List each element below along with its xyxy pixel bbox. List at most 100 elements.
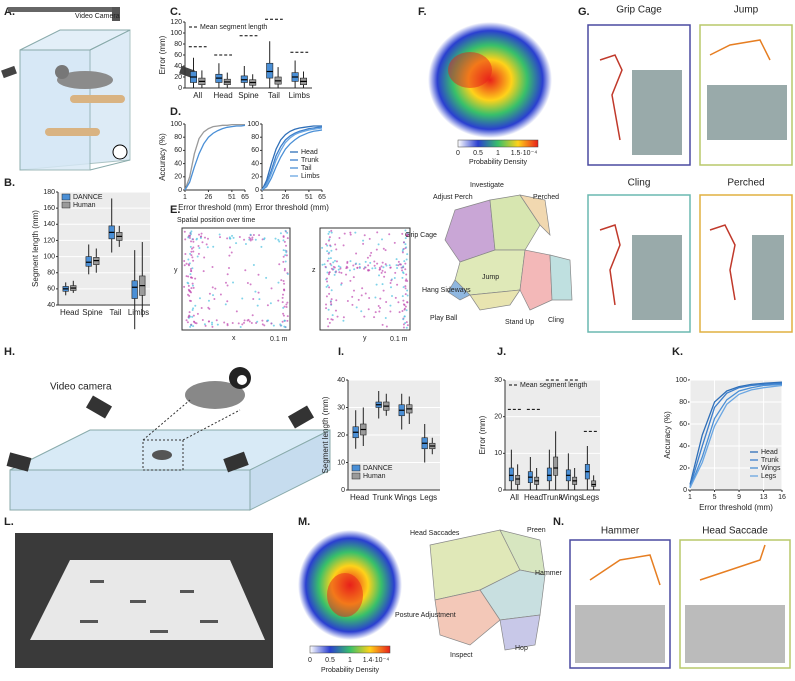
trajectory-dot: [325, 295, 328, 298]
trajectory-dot: [283, 325, 286, 328]
trajectory-dot: [397, 260, 400, 263]
trajectory-dot: [187, 316, 190, 319]
trajectory-dot: [285, 254, 288, 257]
trajectory-dot: [249, 237, 252, 240]
trajectory-dot: [254, 290, 257, 293]
trajectory-dot: [397, 264, 400, 267]
y-tick-label: 40: [174, 160, 182, 167]
y-tick-label: 80: [679, 399, 687, 406]
trajectory-dot: [198, 233, 201, 236]
colorbar-tick: 1.5·10⁻⁴: [511, 150, 538, 157]
trajectory-dot: [406, 324, 409, 327]
trajectory-dot: [200, 232, 203, 235]
trajectory-dot: [401, 232, 404, 235]
trajectory-dot: [269, 302, 272, 305]
trajectory-dot: [267, 319, 270, 322]
trajectory-dots: [183, 229, 409, 329]
trajectory-dot: [232, 281, 235, 284]
trajectory-dot: [401, 309, 404, 312]
trajectory-dot: [377, 305, 380, 308]
y-tick-label: 20: [174, 74, 182, 81]
x-tick-label: Wings: [394, 493, 416, 502]
region-label: Grip Cage: [405, 232, 437, 239]
trajectory-dot: [331, 314, 334, 317]
x-tick-label: Spine: [82, 308, 103, 317]
trajectory-dot: [360, 310, 363, 313]
trajectory-dot: [325, 303, 328, 306]
trajectory-dot: [333, 266, 336, 269]
trajectory-dot: [378, 266, 381, 269]
x-tick-label: Head: [350, 493, 369, 502]
trajectory-dot: [285, 306, 288, 309]
y-tick-label: 0: [178, 85, 182, 92]
x-tick-label: Spine: [238, 91, 259, 100]
y-axis-label: Segment length (mm): [31, 210, 40, 287]
trajectory-dot: [342, 316, 345, 319]
trajectory-dot: [231, 321, 234, 324]
legend-label: Wings: [761, 465, 781, 472]
trajectory-dot: [376, 231, 379, 234]
behavior-map: [429, 529, 546, 651]
panel-letter: E.: [170, 204, 180, 216]
trajectory-dot: [353, 268, 356, 271]
colorbar-label: Probability Density: [469, 159, 527, 166]
trajectory-dot: [285, 251, 288, 254]
y-tick-label: 100: [43, 253, 55, 260]
axis-label: z: [312, 267, 316, 274]
trajectory-dot: [364, 292, 367, 295]
trajectory-dot: [379, 297, 382, 300]
trajectory-dot: [283, 240, 286, 243]
x-tick-label: 9: [737, 494, 741, 501]
trajectory-dot: [354, 231, 357, 234]
series-line: [689, 381, 783, 485]
trajectory-dot: [285, 303, 288, 306]
trajectory-dot: [335, 248, 338, 251]
trajectory-dot: [286, 273, 289, 276]
trajectory-dot: [402, 326, 405, 329]
x-tick-label: Trunk: [542, 493, 563, 502]
arena-photo: [15, 533, 273, 668]
panel-title: Hammer: [601, 526, 640, 537]
trajectory-dot: [251, 238, 254, 241]
y-tick-label: 40: [251, 160, 259, 167]
trajectory-dot: [390, 295, 393, 298]
trajectory-dot: [369, 261, 372, 264]
box: [515, 475, 521, 485]
trajectory-dot: [261, 323, 264, 326]
pose-panels: [587, 24, 793, 333]
trajectory-dot: [385, 301, 388, 304]
trajectory-dot: [190, 324, 193, 327]
trajectory-dot: [286, 315, 289, 318]
trajectory-dot: [261, 238, 264, 241]
region-label: Stand Up: [505, 319, 534, 326]
y-tick-label: 60: [174, 52, 182, 59]
plot-frame: [319, 227, 411, 331]
trajectory-dot: [374, 267, 377, 270]
y-axis-label: Error (mm): [478, 415, 487, 454]
trajectory-dot: [249, 283, 252, 286]
trajectory-dot: [361, 287, 364, 290]
trajectory-dot: [367, 269, 370, 272]
trajectory-dot: [345, 267, 348, 270]
trajectory-dot: [402, 303, 405, 306]
legend-swatch: [61, 193, 71, 201]
y-tick-label: 100: [170, 121, 182, 128]
y-tick-label: 0: [683, 487, 687, 494]
trajectory-dot: [404, 237, 407, 240]
trajectory-dot: [283, 269, 286, 272]
trajectory-dot: [191, 256, 194, 259]
trajectory-dot: [192, 250, 195, 253]
trajectory-dot: [342, 319, 345, 322]
region-label: Play Ball: [430, 315, 458, 322]
trajectory-dot: [362, 239, 365, 242]
trajectory-dot: [195, 237, 198, 240]
trajectory-dot: [328, 321, 331, 324]
trajectory-dot: [333, 259, 336, 262]
region-label: Investigate: [470, 182, 504, 189]
trajectory-dot: [330, 231, 333, 234]
trajectory-dot: [283, 305, 286, 308]
y-tick-label: 0: [341, 487, 345, 494]
y-tick-label: 80: [174, 134, 182, 141]
colorbar-tick: 1: [348, 657, 352, 664]
trajectory-dot: [381, 323, 384, 326]
